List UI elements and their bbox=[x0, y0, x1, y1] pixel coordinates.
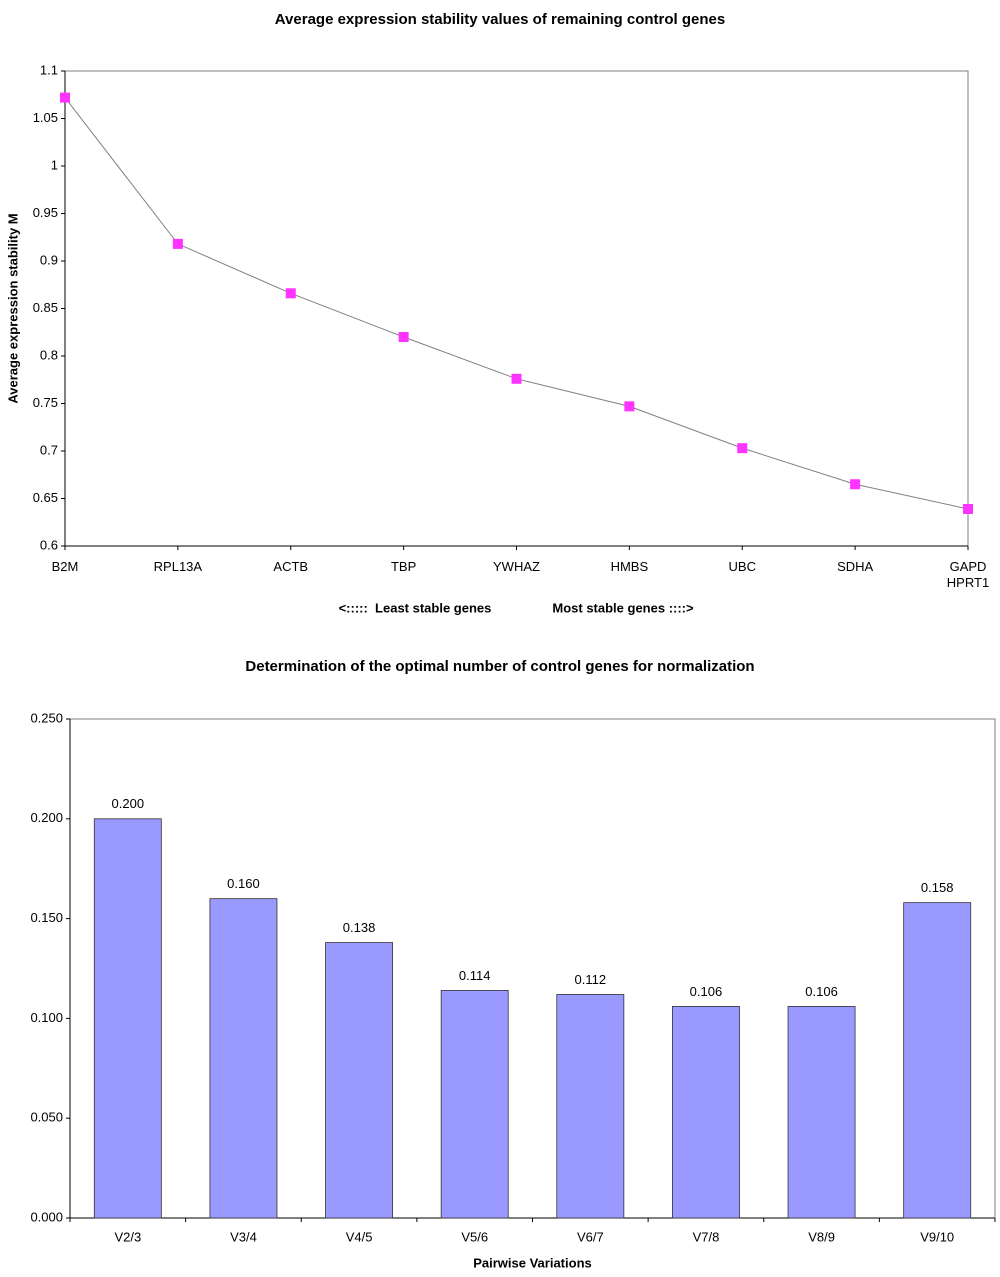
point bbox=[624, 401, 635, 412]
bar bbox=[325, 942, 393, 1219]
value-label: 0.112 bbox=[575, 972, 607, 987]
bar bbox=[93, 818, 162, 1219]
x-tick-label: V4/5 bbox=[346, 1229, 373, 1244]
x-tick-label: V7/8 bbox=[693, 1229, 720, 1244]
x-axis-title: Pairwise Variations bbox=[473, 1255, 592, 1270]
y-tick-label: 0.65 bbox=[33, 490, 58, 505]
plot-area bbox=[64, 70, 969, 547]
x-tick-label: HMBS bbox=[610, 559, 649, 574]
y-tick-label: 0.85 bbox=[33, 300, 58, 315]
y-tick-label: 1.1 bbox=[40, 62, 58, 77]
x-tick-label: B2M bbox=[51, 559, 79, 574]
y-tick-label: 0.250 bbox=[30, 710, 63, 725]
y-tick-label: 0.150 bbox=[30, 910, 63, 925]
x-tick-label: UBC bbox=[728, 559, 756, 574]
point bbox=[963, 503, 973, 514]
x-tick-label: V3/4 bbox=[230, 1229, 257, 1244]
value-label: 0.114 bbox=[459, 968, 491, 983]
point bbox=[850, 479, 861, 490]
y-tick-label: 0.75 bbox=[33, 395, 58, 410]
value-label: 0.158 bbox=[921, 880, 954, 895]
x-tick-label: TBP bbox=[390, 559, 417, 574]
y-tick-label: 1.05 bbox=[33, 110, 58, 125]
point bbox=[511, 373, 522, 384]
bar bbox=[672, 1006, 740, 1219]
value-label: 0.138 bbox=[343, 920, 376, 935]
value-label: 0.200 bbox=[112, 796, 145, 811]
plot-area bbox=[69, 718, 996, 1219]
point bbox=[60, 92, 70, 103]
x-tick-label: ACTB bbox=[273, 559, 309, 574]
point bbox=[285, 288, 296, 299]
value-label: 0.160 bbox=[227, 876, 260, 891]
x-tick-label: V5/6 bbox=[461, 1229, 488, 1244]
annotation: <::::: Least stable genes bbox=[339, 600, 492, 615]
y-tick-label: 0.100 bbox=[30, 1010, 63, 1025]
bar bbox=[787, 1006, 856, 1219]
series-line bbox=[64, 97, 969, 510]
point bbox=[398, 332, 409, 342]
bar bbox=[556, 994, 625, 1219]
y-tick-label: 0.95 bbox=[33, 205, 58, 220]
bar bbox=[440, 990, 509, 1219]
y-tick-label: 0.200 bbox=[30, 810, 63, 825]
value-label: 0.106 bbox=[805, 984, 838, 999]
annotation: Most stable genes ::::> bbox=[552, 600, 694, 615]
x-tick-label: V8/9 bbox=[808, 1229, 835, 1244]
chart-title: Determination of the optimal number of c… bbox=[245, 658, 754, 675]
y-tick-label: 0.050 bbox=[30, 1110, 63, 1125]
point bbox=[737, 443, 748, 454]
x-tick-label: V9/10 bbox=[920, 1229, 954, 1244]
x-tick-label: SDHA bbox=[837, 559, 874, 574]
x-tick-label: YWHAZ bbox=[493, 559, 540, 574]
bar bbox=[209, 898, 278, 1219]
y-axis-title: Average expression stability M bbox=[5, 213, 20, 403]
x-tick-label: V2/3 bbox=[114, 1229, 141, 1244]
y-tick-label: 0.6 bbox=[40, 537, 58, 552]
y-tick-label: 0.9 bbox=[40, 252, 58, 267]
y-tick-label: 0.8 bbox=[40, 347, 58, 362]
x-tick-label: GAPD HPRT1 bbox=[946, 559, 990, 590]
point bbox=[172, 238, 183, 249]
y-tick-label: 1 bbox=[51, 157, 58, 172]
value-label: 0.106 bbox=[690, 984, 723, 999]
chart-title: Average expression stability values of r… bbox=[275, 11, 725, 28]
bar bbox=[903, 902, 972, 1219]
y-tick-label: 0.7 bbox=[40, 442, 58, 457]
x-tick-label: V6/7 bbox=[577, 1229, 604, 1244]
x-tick-label: RPL13A bbox=[153, 559, 203, 574]
y-tick-label: 0.000 bbox=[30, 1209, 63, 1224]
